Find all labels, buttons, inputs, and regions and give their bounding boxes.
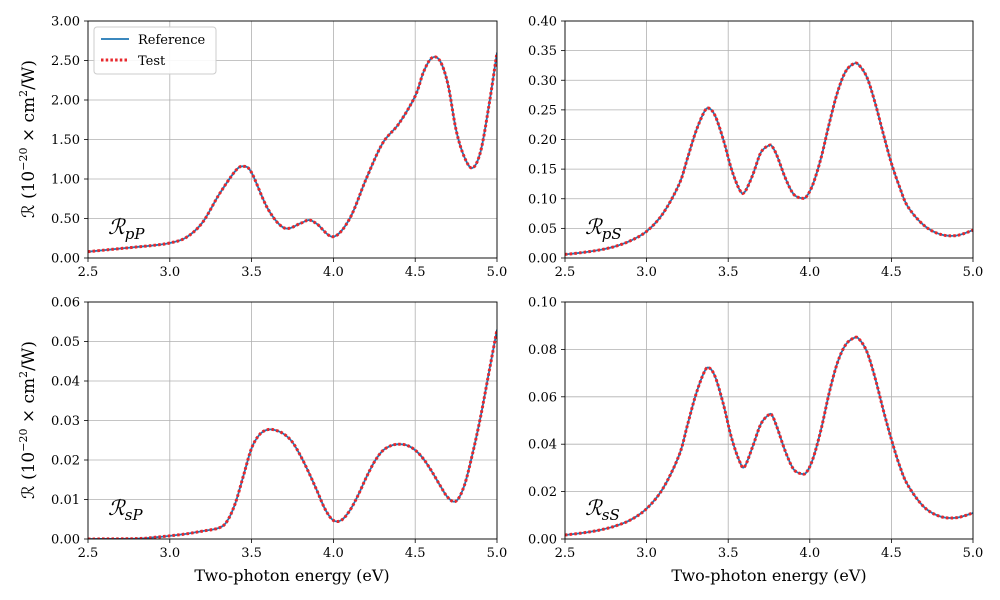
y-tick-label: 1.50 <box>51 133 80 148</box>
panel-rsp: 2.5 3.0 3.5 4.0 4.5 5.0 0.00 0.01 0.02 0.03 0.04 0.… <box>51 296 507 562</box>
x-tick-label: 4.0 <box>799 546 820 561</box>
x-tick-label: 4.0 <box>799 265 820 280</box>
x-axis-label-right: Two-photon energy (eV) <box>671 566 866 585</box>
x-tick-label: 3.5 <box>718 265 739 280</box>
x-tick-label: 3.0 <box>159 546 180 561</box>
y-tick-label: 0.15 <box>528 163 557 178</box>
y-tick-label: 0.02 <box>528 485 557 500</box>
y-tick-label: 0.00 <box>51 252 80 267</box>
y-tick-label: 0.08 <box>528 343 557 358</box>
x-tick-label: 3.5 <box>718 546 739 561</box>
x-tick-label: 4.0 <box>323 546 344 561</box>
axes-frame <box>564 20 974 259</box>
y-tick-label: 0.00 <box>528 252 557 267</box>
y-tick-label: 0.30 <box>528 74 557 89</box>
y-axis-label-top: ℛ (10−20 × cm2/W) <box>17 60 39 218</box>
y-axis-label-bottom: ℛ (10−20 × cm2/W) <box>17 341 39 499</box>
series-line-reference <box>88 52 497 253</box>
x-tick-label: 2.5 <box>78 546 99 561</box>
y-tick-label: 0.25 <box>528 103 557 118</box>
x-tick-label: 4.5 <box>405 546 426 561</box>
legend-label-reference: Reference <box>138 33 206 48</box>
x-tick-label: 4.5 <box>881 265 902 280</box>
y-tick-label: 0.06 <box>51 296 80 311</box>
axes-frame <box>87 20 498 259</box>
x-tick-label: 2.5 <box>555 265 576 280</box>
panel-annotation: ℛpP <box>108 215 145 243</box>
y-tick-label: 0.35 <box>528 44 557 59</box>
panel-rps: 2.5 3.0 3.5 4.0 4.5 5.0 0.00 0.05 0.10 0.15 0.20 0.… <box>528 15 983 281</box>
y-tick-label: 0.04 <box>528 438 557 453</box>
y-tick-label: 0.05 <box>528 222 557 237</box>
y-tick-label: 0.06 <box>528 390 557 405</box>
x-tick-label: 5.0 <box>963 265 984 280</box>
panel-annotation: ℛpS <box>585 215 622 243</box>
y-tick-label: 0.10 <box>528 296 557 311</box>
x-tick-label: 4.5 <box>405 265 426 280</box>
y-tick-label: 0.00 <box>51 533 80 548</box>
panel-annotation: ℛsS <box>585 496 620 524</box>
legend: Reference Test <box>93 26 217 75</box>
x-tick-label: 2.5 <box>78 265 99 280</box>
x-tick-label: 3.0 <box>636 546 657 561</box>
x-tick-label: 3.0 <box>159 265 180 280</box>
y-tick-label: 2.00 <box>51 94 80 109</box>
y-tick-label: 0.04 <box>51 375 80 390</box>
x-tick-label: 5.0 <box>487 546 508 561</box>
x-tick-label: 2.5 <box>555 546 576 561</box>
panel-annotation: ℛsP <box>108 496 143 524</box>
x-tick-label: 4.5 <box>881 546 902 561</box>
y-tick-label: 2.50 <box>51 54 80 69</box>
series-line-test <box>565 335 973 537</box>
axes-frame <box>87 301 498 540</box>
x-tick-label: 5.0 <box>963 546 984 561</box>
y-tick-label: 0.02 <box>51 454 80 469</box>
series-line-test <box>565 61 973 256</box>
x-tick-label: 4.0 <box>323 265 344 280</box>
y-tick-label: 0.50 <box>51 212 80 227</box>
x-tick-label: 5.0 <box>487 265 508 280</box>
y-tick-label: 1.00 <box>51 173 80 188</box>
series-line-test <box>88 329 497 539</box>
panel-rss: 2.5 3.0 3.5 4.0 4.5 5.0 0.00 0.02 0.04 0.06 0.08 0.… <box>528 296 983 562</box>
y-tick-label: 0.03 <box>51 414 80 429</box>
x-tick-label: 3.5 <box>241 546 262 561</box>
x-tick-label: 3.5 <box>241 265 262 280</box>
panel-rpp: 2.5 3.0 3.5 4.0 4.5 5.0 0.00 0.50 1.00 1.50 2.00 2.… <box>51 15 507 281</box>
x-axis-label-left: Two-photon energy (eV) <box>194 566 389 585</box>
y-tick-label: 0.05 <box>51 335 80 350</box>
x-tick-label: 3.0 <box>636 265 657 280</box>
y-tick-label: 0.20 <box>528 133 557 148</box>
y-tick-label: 0.00 <box>528 533 557 548</box>
y-tick-label: 0.01 <box>51 493 80 508</box>
y-tick-label: 3.00 <box>51 15 80 30</box>
legend-label-test: Test <box>138 54 166 69</box>
y-tick-label: 0.40 <box>528 15 557 30</box>
y-tick-label: 0.10 <box>528 192 557 207</box>
axes-frame <box>564 301 974 540</box>
